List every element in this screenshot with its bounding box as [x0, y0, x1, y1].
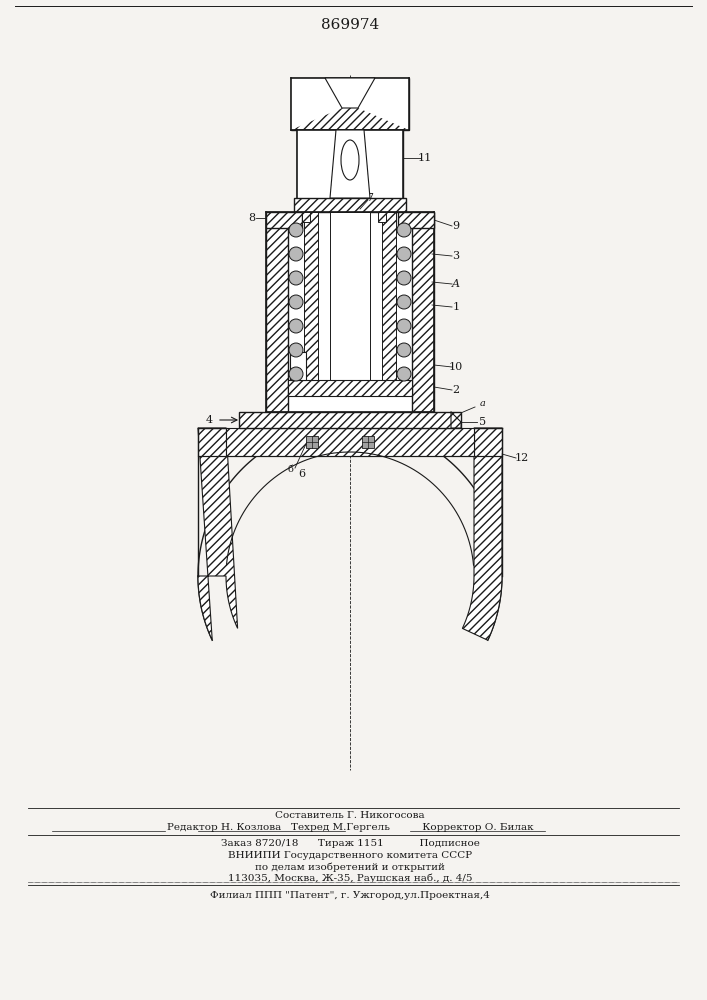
Bar [198, 428, 226, 456]
Circle shape [289, 223, 303, 237]
Bar [266, 212, 288, 412]
Text: Заказ 8720/18      Тираж 1151           Подписное: Заказ 8720/18 Тираж 1151 Подписное [221, 840, 479, 848]
Circle shape [397, 271, 411, 285]
Polygon shape [364, 130, 403, 198]
Circle shape [289, 295, 303, 309]
Text: 12: 12 [515, 453, 529, 463]
Text: ВНИИПИ Государственного комитета СССР: ВНИИПИ Государственного комитета СССР [228, 852, 472, 860]
Text: 869974: 869974 [321, 18, 379, 32]
Bar [330, 212, 370, 392]
Text: 113035, Москва, Ж-35, Раушская наб., д. 4/5: 113035, Москва, Ж-35, Раушская наб., д. … [228, 873, 472, 883]
Polygon shape [198, 428, 238, 640]
Polygon shape [291, 78, 342, 130]
Circle shape [397, 223, 411, 237]
Bar [304, 212, 318, 380]
Polygon shape [358, 78, 409, 130]
Text: по делам изобретений и открытий: по делам изобретений и открытий [255, 862, 445, 872]
Circle shape [289, 367, 303, 381]
Bar [291, 78, 409, 130]
Circle shape [397, 247, 411, 261]
Bar [288, 212, 412, 412]
Text: 11: 11 [418, 153, 432, 163]
Text: 8: 8 [248, 213, 255, 223]
Text: 6: 6 [298, 469, 305, 479]
Circle shape [397, 367, 411, 381]
Text: 10: 10 [449, 362, 463, 372]
Text: 2: 2 [452, 385, 460, 395]
Bar [306, 436, 318, 448]
Text: A: A [452, 279, 460, 289]
Text: б: б [287, 466, 293, 475]
Bar [302, 212, 310, 222]
Text: 7: 7 [366, 193, 373, 203]
Polygon shape [451, 412, 461, 428]
Text: 9: 9 [452, 221, 460, 231]
Circle shape [289, 247, 303, 261]
Text: Составитель Г. Никогосова: Составитель Г. Никогосова [275, 812, 425, 820]
Bar [362, 436, 374, 448]
Circle shape [397, 343, 411, 357]
Text: 1: 1 [452, 302, 460, 312]
Polygon shape [325, 78, 375, 108]
Circle shape [289, 343, 303, 357]
Circle shape [289, 319, 303, 333]
Bar [239, 412, 461, 428]
Polygon shape [330, 130, 370, 198]
Text: 3: 3 [452, 251, 460, 261]
Bar [382, 212, 396, 380]
Text: 4: 4 [206, 415, 213, 425]
Bar [266, 212, 302, 228]
Bar [290, 352, 306, 380]
Polygon shape [297, 130, 336, 198]
Bar [297, 130, 403, 198]
Bar [412, 212, 434, 412]
Text: a: a [480, 399, 486, 408]
Bar [226, 428, 474, 456]
Text: 5: 5 [479, 417, 486, 427]
Bar [398, 212, 434, 228]
Bar [294, 198, 406, 212]
Circle shape [289, 271, 303, 285]
Circle shape [397, 295, 411, 309]
Bar [378, 212, 386, 222]
Bar [474, 428, 502, 456]
Polygon shape [462, 428, 502, 640]
Text: Филиал ППП "Патент", г. Ужгород,ул.Проектная,4: Филиал ППП "Патент", г. Ужгород,ул.Проек… [210, 890, 490, 900]
Text: Редактор Н. Козлова   Техред М.Гергель          Корректор О. Билак: Редактор Н. Козлова Техред М.Гергель Кор… [167, 824, 533, 832]
Bar [288, 380, 412, 396]
Circle shape [397, 319, 411, 333]
